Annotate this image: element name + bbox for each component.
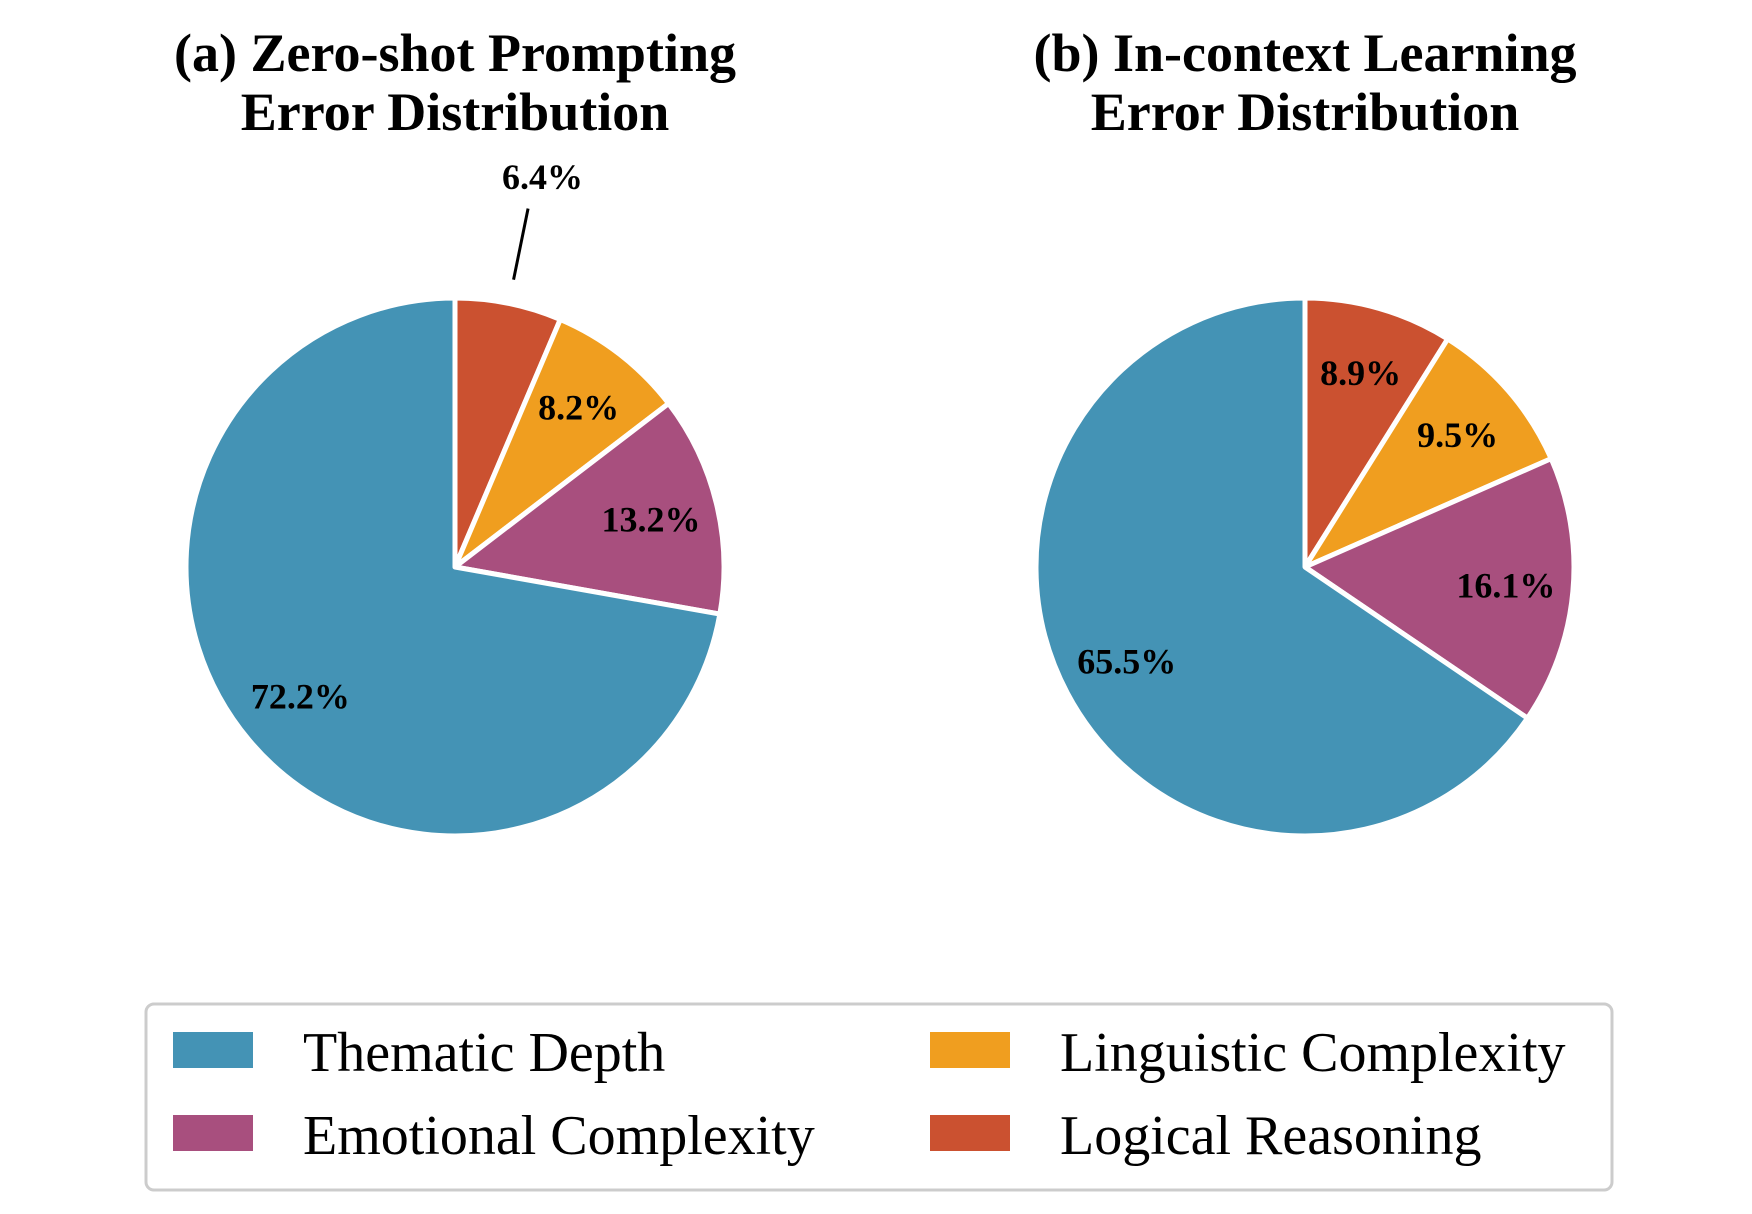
pie-label-a-logical-reasoning: 6.4% [502,157,583,197]
pie-label-a-linguistic-complexity: 8.2% [538,388,619,428]
pie-label-b-linguistic-complexity: 9.5% [1417,415,1498,455]
pie-leader-line-a-logical-reasoning [512,208,530,280]
pie-slice-a-linguistic-complexity [452,316,672,570]
pie-label-b-emotional-complexity: 16.1% [1456,565,1555,605]
pie-slice-b-thematic-depth [1033,295,1530,839]
pie-chart-in-context: (b) In-context Learning Error Distributi… [1033,23,1577,839]
pie-chart-zero-shot: (a) Zero-shot Prompting Error Distributi… [174,23,736,839]
pie-label-b-logical-reasoning: 8.9% [1320,353,1401,393]
pie-slice-a-thematic-depth [183,295,723,839]
pie-labels-a: 6.4% 8.2% 13.2% 72.2% [251,157,701,717]
pie-slices-b [1033,295,1577,839]
pie-slice-b-emotional-complexity [1302,456,1577,721]
legend-swatch-linguistic-complexity [928,1030,1012,1070]
pie-label-a-emotional-complexity: 13.2% [602,499,701,539]
legend-label-emotional-complexity: Emotional Complexity [303,1105,815,1167]
legend-swatch-emotional-complexity [171,1113,255,1153]
legend-frame [144,1002,1614,1192]
pie-labels-b: 8.9% 9.5% 16.1% 65.5% [1077,353,1555,681]
legend-swatch-logical-reasoning [928,1113,1012,1153]
legend-label-linguistic-complexity: Linguistic Complexity [1060,1022,1566,1084]
pie-label-b-thematic-depth: 65.5% [1077,641,1176,681]
chart-title-b-line2: Error Distribution [1091,82,1520,142]
legend: Thematic Depth Linguistic Complexity Emo… [144,1002,1614,1192]
chart-title-b-line1: (b) In-context Learning [1034,23,1577,83]
chart-title-a-line2: Error Distribution [241,82,670,142]
pie-slice-b-logical-reasoning [1302,295,1451,570]
pie-slice-b-linguistic-complexity [1302,336,1554,570]
pie-slices-a [183,295,727,839]
pie-label-a-thematic-depth: 72.2% [251,677,350,717]
legend-swatch-thematic-depth [171,1030,255,1070]
legend-label-thematic-depth: Thematic Depth [303,1022,665,1084]
pie-slice-a-emotional-complexity [452,400,727,617]
chart-title-a-line1: (a) Zero-shot Prompting [174,23,736,83]
legend-label-logical-reasoning: Logical Reasoning [1060,1105,1481,1167]
